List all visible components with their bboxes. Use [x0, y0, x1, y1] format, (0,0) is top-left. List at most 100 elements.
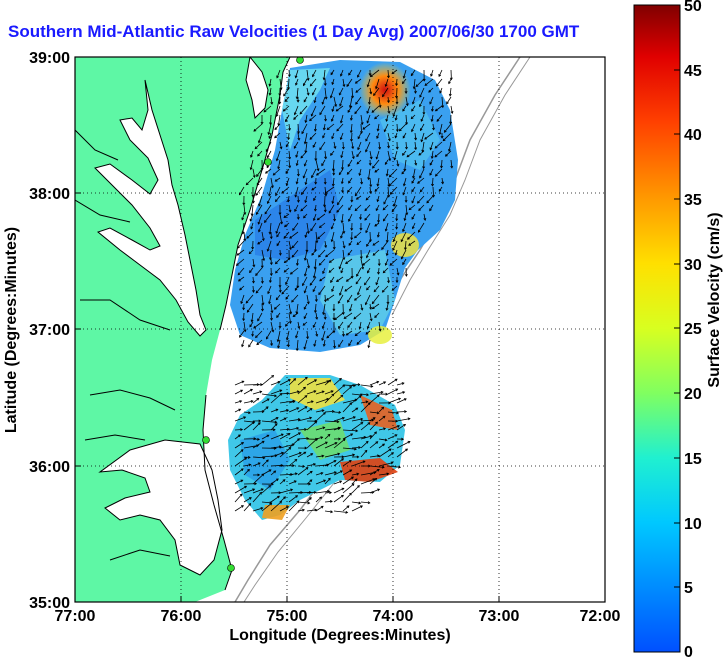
velocity-arrow-head — [321, 163, 324, 167]
velocity-arrow-head — [268, 136, 272, 140]
velocity-arrow — [261, 459, 269, 467]
velocity-arrow — [324, 186, 327, 196]
velocity-arrow-head — [323, 181, 327, 185]
velocity-arrow — [396, 411, 407, 413]
velocity-arrow-head — [384, 84, 388, 88]
velocity-arrow — [277, 339, 281, 348]
velocity-arrow — [396, 87, 398, 99]
velocity-arrow — [345, 258, 353, 264]
velocity-arrow — [284, 96, 290, 102]
velocity-arrow — [319, 105, 326, 115]
velocity-arrow — [275, 267, 281, 274]
velocity-arrow-head — [285, 144, 289, 148]
velocity-arrow — [284, 258, 290, 263]
velocity-arrow — [396, 159, 399, 167]
velocity-arrow-head — [268, 469, 272, 473]
velocity-arrow-head — [424, 136, 428, 140]
velocity-arrow-head — [292, 314, 296, 317]
velocity-arrow-head — [279, 87, 283, 91]
velocity-arrow — [337, 195, 344, 205]
velocity-arrow-head — [309, 83, 313, 87]
velocity-arrow-head — [382, 443, 386, 447]
velocity-arrow-head — [276, 315, 279, 319]
velocity-arrow-head — [356, 472, 360, 476]
velocity-arrow-head — [366, 120, 370, 124]
velocity-arrow — [315, 505, 324, 512]
velocity-arrow — [334, 312, 344, 321]
velocity-arrow-head — [385, 392, 389, 396]
velocity-arrow-head — [415, 84, 419, 88]
velocity-arrow-head — [283, 215, 287, 218]
velocity-arrow — [411, 177, 416, 184]
velocity-arrow — [313, 267, 317, 278]
velocity-arrow-head — [367, 501, 371, 505]
velocity-arrow — [284, 222, 290, 228]
velocity-arrow-head — [376, 135, 379, 139]
velocity-arrow-head — [387, 280, 390, 284]
velocity-arrow — [305, 177, 308, 185]
velocity-arrow — [270, 452, 284, 458]
velocity-arrow-head — [328, 379, 332, 383]
velocity-arrow — [378, 428, 386, 431]
velocity-arrow-head — [273, 306, 277, 310]
velocity-arrow — [359, 321, 362, 329]
velocity-arrow-head — [345, 332, 349, 336]
velocity-arrow — [365, 195, 371, 201]
velocity-arrow — [394, 150, 398, 160]
velocity-arrow — [336, 123, 344, 132]
velocity-arrow — [347, 186, 353, 193]
velocity-arrow — [252, 330, 254, 337]
velocity-arrow-head — [329, 95, 333, 99]
velocity-arrow-head — [368, 73, 372, 77]
velocity-arrow — [276, 150, 281, 161]
velocity-arrow-head — [333, 460, 337, 463]
velocity-arrow-head — [303, 316, 307, 320]
velocity-arrow — [360, 441, 369, 449]
velocity-arrow-head — [345, 261, 348, 264]
velocity-arrow-head — [368, 191, 372, 194]
velocity-arrow — [254, 141, 263, 149]
velocity-arrow-head — [294, 75, 298, 79]
velocity-arrow-head — [329, 500, 333, 503]
velocity-arrow — [355, 330, 362, 336]
velocity-arrow-head — [279, 389, 283, 393]
velocity-arrow — [326, 294, 335, 301]
velocity-arrow — [252, 397, 259, 404]
velocity-arrow-head — [442, 138, 446, 142]
velocity-arrow — [401, 249, 407, 259]
velocity-arrow — [434, 150, 443, 158]
velocity-arrow — [270, 478, 279, 485]
velocity-arrow-head — [439, 90, 443, 94]
velocity-arrow-head — [296, 426, 300, 430]
velocity-arrow — [303, 96, 308, 103]
velocity-arrow-head — [312, 144, 316, 148]
velocity-arrow — [256, 204, 263, 215]
velocity-arrow — [293, 114, 299, 120]
velocity-arrow — [288, 500, 300, 512]
velocity-arrow — [393, 195, 398, 207]
velocity-arrow-head — [419, 94, 422, 98]
velocity-arrow — [324, 186, 335, 194]
velocity-arrow-head — [252, 421, 255, 425]
velocity-arrow-head — [372, 417, 376, 420]
velocity-arrow — [349, 303, 353, 312]
velocity-arrow-head — [401, 81, 405, 85]
velocity-arrow — [373, 87, 380, 96]
velocity-arrow-head — [282, 108, 286, 112]
velocity-arrow — [285, 294, 290, 300]
velocity-arrow-head — [338, 172, 342, 176]
velocity-arrow-head — [359, 131, 363, 134]
velocity-arrow-head — [354, 447, 357, 451]
velocity-arrow — [333, 417, 345, 422]
velocity-arrow-head — [296, 173, 300, 177]
velocity-arrow — [420, 123, 425, 131]
velocity-arrow — [378, 443, 385, 449]
velocity-arrow — [385, 222, 389, 232]
velocity-arrow-head — [294, 288, 298, 291]
velocity-arrow-head — [395, 280, 399, 284]
velocity-arrow — [383, 195, 389, 205]
velocity-arrow — [303, 303, 308, 310]
velocity-arrow — [309, 78, 317, 87]
velocity-arrow-head — [324, 191, 328, 194]
velocity-arrow-head — [354, 333, 358, 337]
